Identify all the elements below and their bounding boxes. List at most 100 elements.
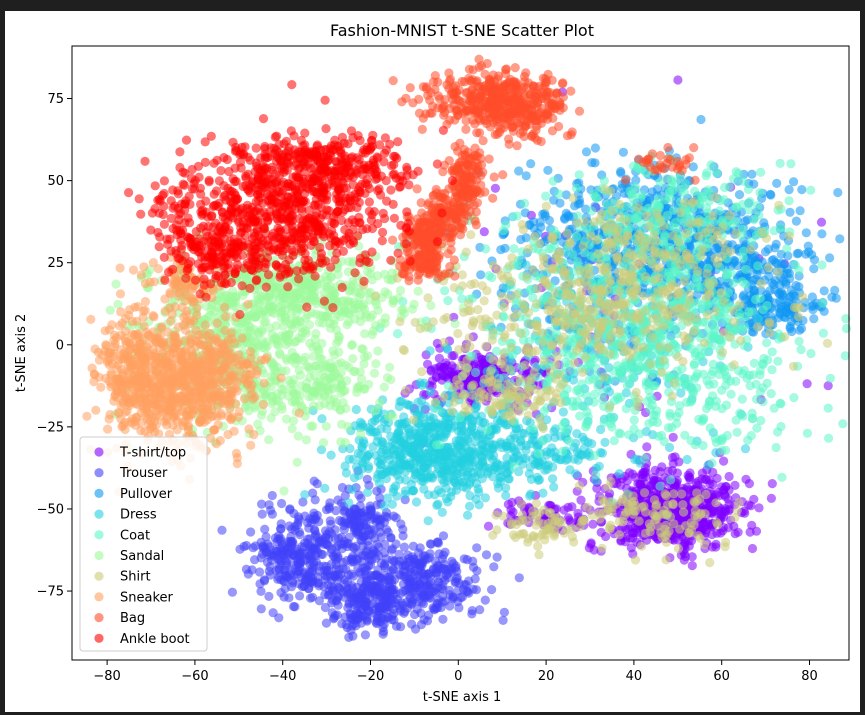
data-point [747,169,757,179]
data-point [333,569,343,579]
data-point [274,564,284,574]
data-point [438,614,448,624]
data-point [294,548,305,558]
data-point [348,631,358,641]
data-point [628,193,638,203]
data-point [388,565,398,575]
data-point [503,499,513,509]
data-point [298,497,308,507]
data-point [375,603,386,614]
data-point [481,550,492,560]
data-point [644,385,654,396]
data-point [516,234,526,245]
data-point [333,495,343,505]
data-point [498,226,508,236]
data-point [769,226,779,236]
data-point [823,381,833,391]
data-point [719,456,729,466]
data-point [463,510,473,520]
data-point [809,314,819,324]
data-point [712,528,722,538]
data-point [490,183,500,193]
data-point [590,451,600,461]
data-point [504,474,514,484]
data-point [400,419,410,429]
data-point [395,622,406,632]
data-point [548,176,558,186]
data-point [841,323,852,334]
data-point [394,549,404,559]
data-point [355,509,365,519]
data-point [483,521,494,531]
data-point [782,264,792,274]
data-point [307,563,317,573]
data-point [373,565,383,575]
data-point [256,537,266,548]
data-point [398,531,408,541]
data-point [545,326,555,336]
data-point [690,186,700,196]
data-point [668,432,678,442]
data-point [379,501,389,511]
data-point [688,389,698,399]
data-point [740,444,751,454]
data-point [726,389,736,399]
data-point [591,470,601,480]
data-point [295,591,305,601]
data-point [791,216,802,226]
data-point [617,183,627,193]
data-point [534,475,545,485]
data-point [372,413,382,423]
data-point [414,596,424,607]
data-point [729,278,739,288]
data-point [267,509,277,519]
data-point [565,465,575,475]
data-point [691,478,701,488]
data-point [623,524,634,534]
data-point [478,461,488,471]
data-point [778,289,788,299]
data-point [378,629,388,639]
data-point [447,487,457,497]
data-point [343,518,353,528]
data-point [337,482,347,493]
data-point [526,159,536,169]
data-point [685,468,695,478]
data-point [470,449,480,459]
data-point [660,230,670,240]
data-point [395,464,406,474]
data-point [402,399,412,409]
data-point [462,434,473,444]
data-point [262,557,273,567]
data-point [773,356,783,366]
data-point [375,460,385,470]
data-point [414,548,424,558]
data-point [329,614,339,624]
data-point [338,563,348,574]
data-point [257,499,267,509]
data-point [487,585,497,595]
data-point [747,543,758,554]
data-point [802,379,812,389]
data-point [548,474,558,484]
data-point [271,546,281,556]
data-point [549,482,559,492]
data-point [775,280,785,290]
data-point [759,218,769,228]
data-point [665,411,675,421]
data-point [743,184,754,194]
data-point [395,455,405,465]
data-point [729,174,739,184]
data-point [314,596,324,606]
data-point [745,197,755,207]
data-point [405,459,415,469]
data-point [356,591,366,601]
data-point [819,286,829,296]
data-point [647,187,657,197]
data-point [305,534,315,544]
data-point [437,554,447,564]
data-point [726,268,736,278]
data-point [763,244,774,254]
data-point [379,548,390,558]
data-point [434,595,444,605]
